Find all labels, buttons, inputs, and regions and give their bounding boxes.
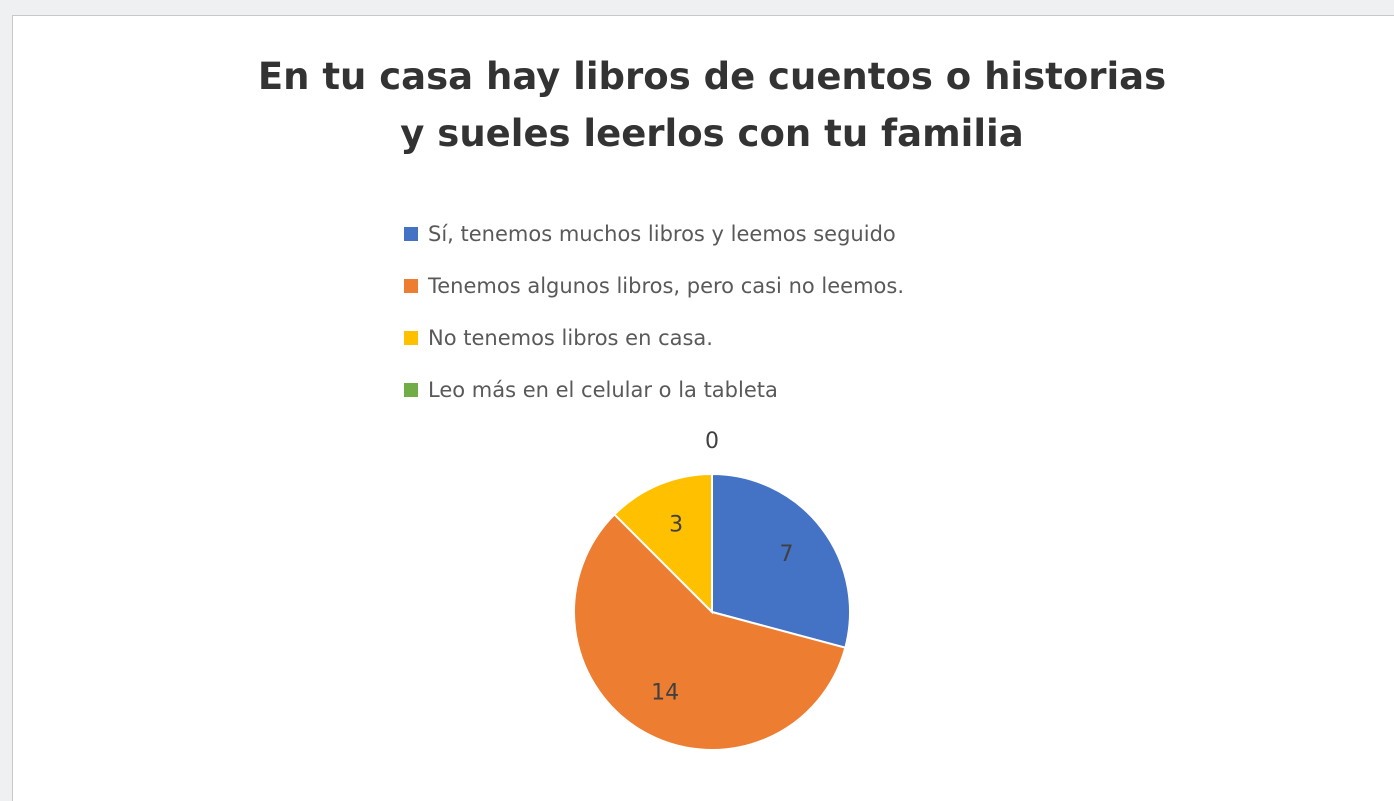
- chart-title: En tu casa hay libros de cuentos o histo…: [257, 55, 1167, 155]
- legend-label: Tenemos algunos libros, pero casi no lee…: [428, 274, 904, 298]
- legend-item: Tenemos algunos libros, pero casi no lee…: [404, 260, 904, 312]
- legend-item: Sí, tenemos muchos libros y leemos segui…: [404, 208, 904, 260]
- legend: Sí, tenemos muchos libros y leemos segui…: [404, 208, 904, 416]
- legend-label: Leo más en el celular o la tableta: [428, 378, 778, 402]
- legend-swatch: [404, 331, 418, 345]
- data-label: 14: [651, 680, 679, 705]
- legend-label: Sí, tenemos muchos libros y leemos segui…: [428, 222, 896, 246]
- legend-swatch: [404, 279, 418, 293]
- legend-swatch: [404, 383, 418, 397]
- data-label: 0: [705, 429, 719, 454]
- data-label: 3: [669, 512, 683, 537]
- pie-slice: [573, 513, 847, 751]
- legend-item: Leo más en el celular o la tableta: [404, 364, 904, 416]
- pie-slice: [711, 472, 851, 649]
- legend-label: No tenemos libros en casa.: [428, 326, 713, 350]
- data-label: 7: [779, 542, 793, 567]
- legend-swatch: [404, 227, 418, 241]
- pie-slice: [613, 472, 713, 615]
- legend-item: No tenemos libros en casa.: [404, 312, 904, 364]
